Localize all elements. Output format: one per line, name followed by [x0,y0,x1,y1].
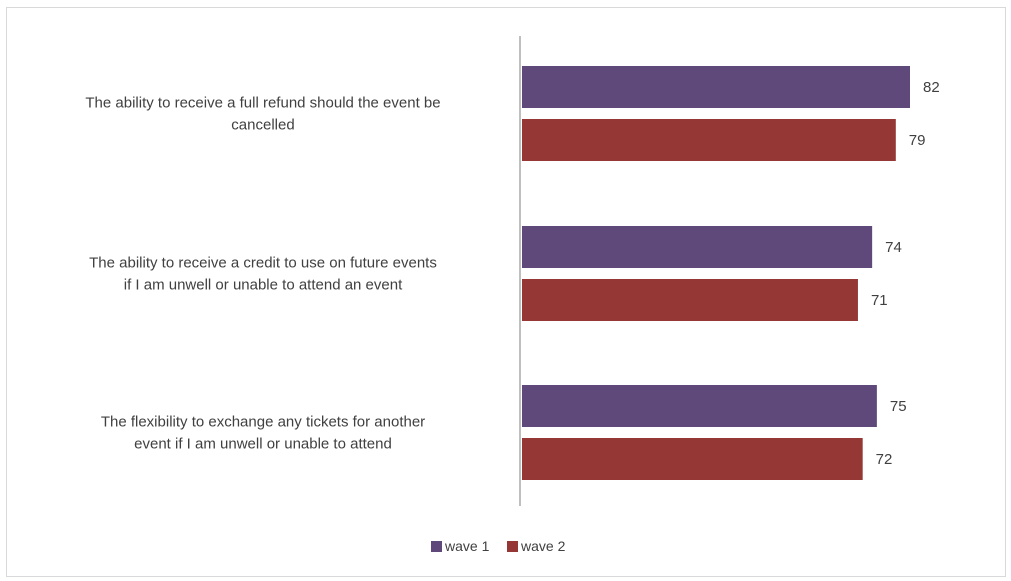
bar-wave-2-cat-1 [522,119,896,161]
legend-label-wave-1: wave 1 [444,538,490,554]
category-label-line: event if I am unwell or unable to attend [134,436,392,453]
value-label-wave-2-cat-1: 79 [909,132,926,149]
category-label-2: The ability to receive a credit to use o… [89,255,437,294]
value-label-wave-2-cat-2: 71 [871,292,888,309]
legend: wave 1 wave 2 [431,538,566,554]
category-labels: The ability to receive a full refund sho… [85,95,440,453]
category-label-line: The ability to receive a full refund sho… [85,95,440,112]
value-label-wave-2-cat-3: 72 [876,451,893,468]
value-labels: 82 79 74 71 75 72 [871,79,940,468]
bar-wave-1-cat-2 [522,226,873,268]
legend-swatch-wave-1 [431,541,442,552]
value-label-wave-1-cat-3: 75 [890,398,907,415]
legend-label-wave-2: wave 2 [520,538,566,554]
legend-swatch-wave-2 [507,541,518,552]
chart-frame: The ability to receive a full refund sho… [6,7,1006,577]
bar-wave-1-cat-1 [522,66,910,108]
value-label-wave-1-cat-2: 74 [885,239,902,256]
category-label-line: cancelled [231,117,294,134]
category-label-1: The ability to receive a full refund sho… [85,95,440,134]
category-label-line: The ability to receive a credit to use o… [89,255,437,272]
bar-wave-1-cat-3 [522,385,877,427]
category-label-3: The flexibility to exchange any tickets … [101,414,425,453]
category-label-line: if I am unwell or unable to attend an ev… [124,277,403,294]
bar-wave-2-cat-3 [522,438,863,480]
bars [522,66,910,480]
bar-chart: The ability to receive a full refund sho… [85,36,940,554]
category-label-line: The flexibility to exchange any tickets … [101,414,425,431]
bar-wave-2-cat-2 [522,279,858,321]
value-label-wave-1-cat-1: 82 [923,79,940,96]
